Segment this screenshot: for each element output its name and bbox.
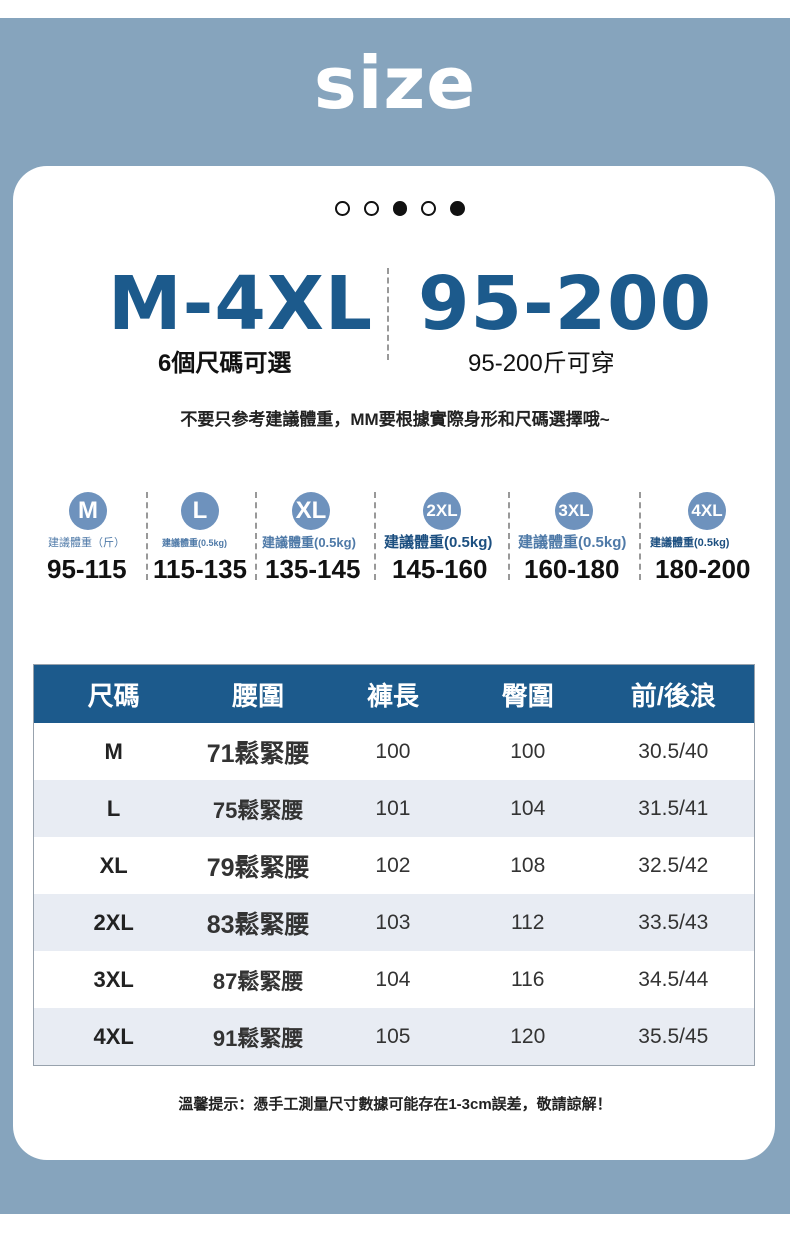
weight-label: 建議體重(0.5kg) [262, 535, 356, 550]
guide-divider [255, 492, 257, 580]
table-cell: 87鬆緊腰 [212, 968, 304, 994]
table-cell: 34.5/44 [638, 967, 709, 991]
table-row: 4XL 91鬆緊腰 105 120 35.5/45 [33, 1008, 755, 1066]
table-cell: 75鬆緊腰 [193, 780, 324, 837]
table-cell: 120 [462, 1008, 593, 1066]
weight-label: 建議體重(0.5kg) [518, 534, 627, 551]
header-divider [387, 268, 389, 360]
table-cell: 112 [462, 894, 593, 951]
column-header: 褲長 [323, 664, 463, 723]
table-cell: 104 [375, 967, 411, 991]
size-weight-guide: M 建議體重（斤） 95-115 L 建議體重(0.5kg) 115-135 X… [0, 490, 790, 590]
table-cell: 100 [375, 739, 411, 763]
table-cell: XL [99, 852, 128, 878]
weight-label: 建議體重(0.5kg) [650, 537, 730, 549]
size-badge-4xl: 4XL [688, 492, 726, 530]
carousel-dot[interactable] [421, 201, 437, 216]
table-row: 2XL 83鬆緊腰 103 112 33.5/43 [33, 894, 755, 951]
size-badge-xl: XL [292, 492, 330, 530]
size-range-heading: M-4XL [108, 261, 374, 347]
size-badge-3xl: 3XL [555, 492, 593, 530]
weight-label: 建議體重(0.5kg) [384, 534, 493, 551]
table-cell: 71鬆緊腰 [206, 739, 310, 768]
column-header: 腰圍 [193, 664, 324, 723]
table-row: L 75鬆緊腰 101 104 31.5/41 [33, 780, 755, 837]
weight-range: 115-135 [153, 554, 247, 584]
weight-range: 135-145 [265, 554, 361, 584]
table-row: M 71鬆緊腰 100 100 30.5/40 [34, 723, 755, 780]
table-cell: 31.5/41 [592, 780, 755, 837]
table-cell: 2XL [33, 894, 194, 951]
table-cell: 116 [511, 967, 545, 991]
weight-range-heading: 95-200 [418, 261, 713, 347]
weight-label: 建議體重（斤） [48, 537, 125, 549]
table-cell: 79鬆緊腰 [206, 853, 310, 882]
carousel-dot-active[interactable] [392, 201, 408, 216]
weight-range: 160-180 [524, 554, 620, 584]
table-cell: 102 [375, 853, 411, 877]
carousel-dot[interactable] [335, 201, 350, 216]
guide-divider [146, 492, 148, 580]
measurement-disclaimer: 溫馨提示：憑手工測量尺寸數據可能存在1-3cm誤差，敬請諒解！ [178, 1096, 612, 1113]
table-cell: 3XL [93, 966, 134, 992]
table-cell: 32.5/42 [638, 853, 709, 877]
table-cell: 4XL [33, 1008, 194, 1066]
size-badge-l: L [181, 492, 219, 530]
table-cell: 91鬆緊腰 [193, 1008, 324, 1066]
fit-advice-note: 不要只参考建議體重，MM要根據實際身形和尺碼選擇哦~ [180, 410, 610, 429]
size-chart-table: 尺碼 腰圍 褲長 臀圍 前/後浪 M 71鬆緊腰 100 100 30.5/40… [33, 664, 755, 1066]
carousel-dot-active[interactable] [450, 201, 465, 216]
table-cell: L [33, 780, 194, 837]
table-cell: 83鬆緊腰 [193, 894, 324, 951]
table-cell: 105 [323, 1008, 463, 1066]
guide-divider [374, 492, 376, 580]
table-cell: 33.5/43 [592, 894, 755, 951]
table-cell: 35.5/45 [592, 1008, 755, 1066]
weight-range: 95-115 [47, 554, 127, 584]
table-cell: 100 [510, 739, 546, 763]
table-cell: 101 [323, 780, 463, 837]
size-badge-2xl: 2XL [423, 492, 461, 530]
content-card [13, 166, 775, 1160]
column-header: 前/後浪 [592, 664, 755, 723]
table-row: XL 79鬆緊腰 102 108 32.5/42 [34, 837, 755, 894]
table-header-row: 尺碼 腰圍 褲長 臀圍 前/後浪 [33, 664, 755, 723]
weight-label: 建議體重(0.5kg) [162, 538, 228, 548]
weight-range: 180-200 [655, 554, 751, 584]
carousel-dots [335, 201, 465, 217]
table-cell: 103 [323, 894, 463, 951]
table-cell: 104 [462, 780, 593, 837]
weight-fit-note: 95-200斤可穿 [468, 350, 615, 377]
guide-divider [639, 492, 641, 580]
column-header: 尺碼 [33, 664, 194, 723]
table-cell: 108 [510, 853, 546, 877]
column-header: 臀圍 [462, 664, 593, 723]
table-cell: M [104, 738, 123, 764]
page-title: size [313, 41, 477, 125]
weight-range: 145-160 [392, 554, 488, 584]
table-cell: 30.5/40 [638, 739, 709, 763]
guide-divider [508, 492, 510, 580]
carousel-dot[interactable] [363, 201, 379, 216]
size-options-note: 6個尺碼可選 [158, 350, 292, 377]
size-badge-m: M [69, 492, 107, 530]
table-row: 3XL 87鬆緊腰 104 116 34.5/44 [34, 951, 755, 1008]
